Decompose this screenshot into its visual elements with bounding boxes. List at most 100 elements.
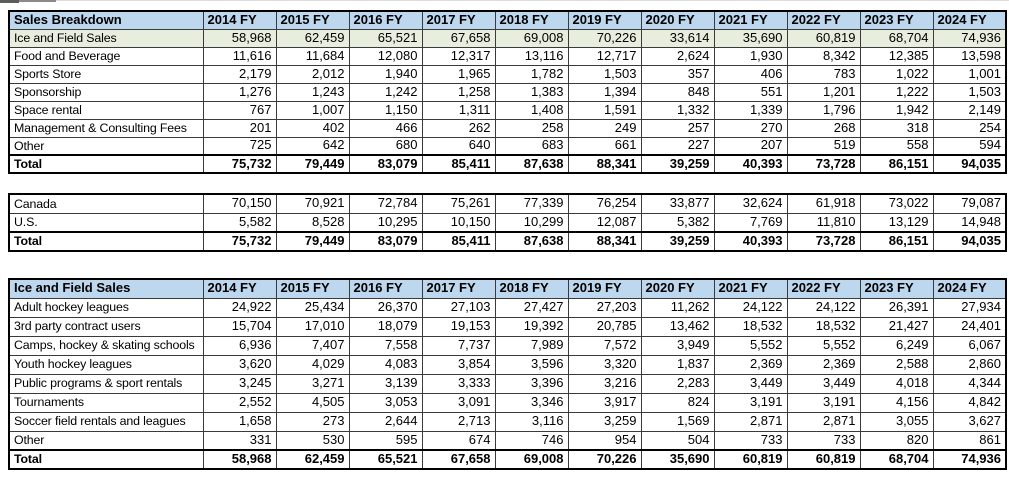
value-cell: 11,684 [275,46,350,66]
value-cell: 1,837 [640,354,715,375]
value-cell: 62,459 [275,28,350,48]
table-row: Sports Store 2,179 2,012 1,940 1,965 1,782 1,5… [8,64,1007,84]
value-cell: 65,521 [348,28,423,48]
value-cell: 7,737 [421,335,496,356]
value-cell: 257 [640,118,715,138]
value-cell: 18,079 [348,316,423,337]
value-cell: 254 [932,118,1007,138]
year-column-header: 2016 FY [348,10,423,30]
value-cell: 1,394 [567,82,642,102]
value-cell: 5,582 [202,212,277,233]
value-cell: 27,203 [567,297,642,318]
value-cell: 273 [275,411,350,432]
value-cell: 70,226 [567,28,642,48]
value-cell: 1,503 [932,82,1007,102]
value-cell: 640 [421,136,496,156]
value-cell: 87,638 [494,231,569,252]
value-cell: 73,022 [859,193,934,214]
table-row: Tournaments 2,552 4,505 3,053 3,091 3,346 3,91… [8,392,1007,413]
ice-and-field-sales-table: Ice and Field Sales 2014 FY 2015 FY 2016 FY… [8,278,1007,470]
year-column-header: 2023 FY [859,10,934,30]
value-cell: 4,842 [932,392,1007,413]
table-row: U.S. 5,582 8,528 10,295 10,150 10,299 12,087 5,… [8,212,1007,233]
value-cell: 6,067 [932,335,1007,356]
value-cell: 2,179 [202,64,277,84]
value-cell: 3,333 [421,373,496,394]
value-cell: 5,552 [713,335,788,356]
value-cell: 3,449 [713,373,788,394]
value-cell: 1,940 [348,64,423,84]
row-label: Other [8,430,204,451]
value-cell: 4,505 [275,392,350,413]
value-cell: 27,427 [494,297,569,318]
value-cell: 69,008 [494,28,569,48]
crop-artifact-fragment-dark [0,0,19,3]
value-cell: 6,936 [202,335,277,356]
value-cell: 75,261 [421,193,496,214]
table-row: Total 75,732 79,449 83,079 85,411 87,638 88,34… [8,154,1007,174]
value-cell: 3,191 [713,392,788,413]
table-row: Space rental 767 1,007 1,150 1,311 1,408 1,591… [8,100,1007,120]
value-cell: 88,341 [567,231,642,252]
sales-breakdown-table: Sales Breakdown 2014 FY 2015 FY 2016 FY 2017… [8,10,1007,174]
value-cell: 75,732 [202,154,277,174]
value-cell: 2,860 [932,354,1007,375]
value-cell: 35,690 [640,449,715,470]
value-cell: 2,713 [421,411,496,432]
row-label: Sports Store [8,64,204,84]
value-cell: 24,401 [932,316,1007,337]
value-cell: 86,151 [859,231,934,252]
value-cell: 268 [786,118,861,138]
year-column-header: 2019 FY [567,10,642,30]
value-cell: 70,921 [275,193,350,214]
value-cell: 3,139 [348,373,423,394]
value-cell: 12,717 [567,46,642,66]
year-column-header: 2018 FY [494,278,569,299]
year-column-header: 2019 FY [567,278,642,299]
value-cell: 1,243 [275,82,350,102]
table-row: Adult hockey leagues 24,922 25,434 26,370 27… [8,297,1007,318]
row-label: 3rd party contract users [8,316,204,337]
value-cell: 67,658 [421,28,496,48]
value-cell: 551 [713,82,788,102]
value-cell: 73,728 [786,231,861,252]
value-cell: 69,008 [494,449,569,470]
value-cell: 2,871 [713,411,788,432]
value-cell: 1,001 [932,64,1007,84]
value-cell: 3,396 [494,373,569,394]
value-cell: 8,528 [275,212,350,233]
value-cell: 1,930 [713,46,788,66]
row-label: Soccer field rentals and leagues [8,411,204,432]
value-cell: 25,434 [275,297,350,318]
row-label: Total [8,449,204,470]
value-cell: 227 [640,136,715,156]
value-cell: 79,449 [275,154,350,174]
value-cell: 7,407 [275,335,350,356]
year-column-header: 2021 FY [713,278,788,299]
row-label: Youth hockey leagues [8,354,204,375]
value-cell: 7,989 [494,335,569,356]
value-cell: 848 [640,82,715,102]
value-cell: 40,393 [713,231,788,252]
value-cell: 1,503 [567,64,642,84]
value-cell: 85,411 [421,231,496,252]
value-cell: 783 [786,64,861,84]
value-cell: 21,427 [859,316,934,337]
value-cell: 504 [640,430,715,451]
value-cell: 68,704 [859,449,934,470]
value-cell: 733 [713,430,788,451]
year-column-header: 2017 FY [421,10,496,30]
value-cell: 519 [786,136,861,156]
value-cell: 11,262 [640,297,715,318]
crop-artifact-hairline [0,0,1009,1]
value-cell: 87,638 [494,154,569,174]
value-cell: 3,259 [567,411,642,432]
year-column-header: 2014 FY [202,10,277,30]
value-cell: 79,449 [275,231,350,252]
value-cell: 3,346 [494,392,569,413]
value-cell: 861 [932,430,1007,451]
value-cell: 1,242 [348,82,423,102]
value-cell: 40,393 [713,154,788,174]
value-cell: 13,129 [859,212,934,233]
value-cell: 61,918 [786,193,861,214]
